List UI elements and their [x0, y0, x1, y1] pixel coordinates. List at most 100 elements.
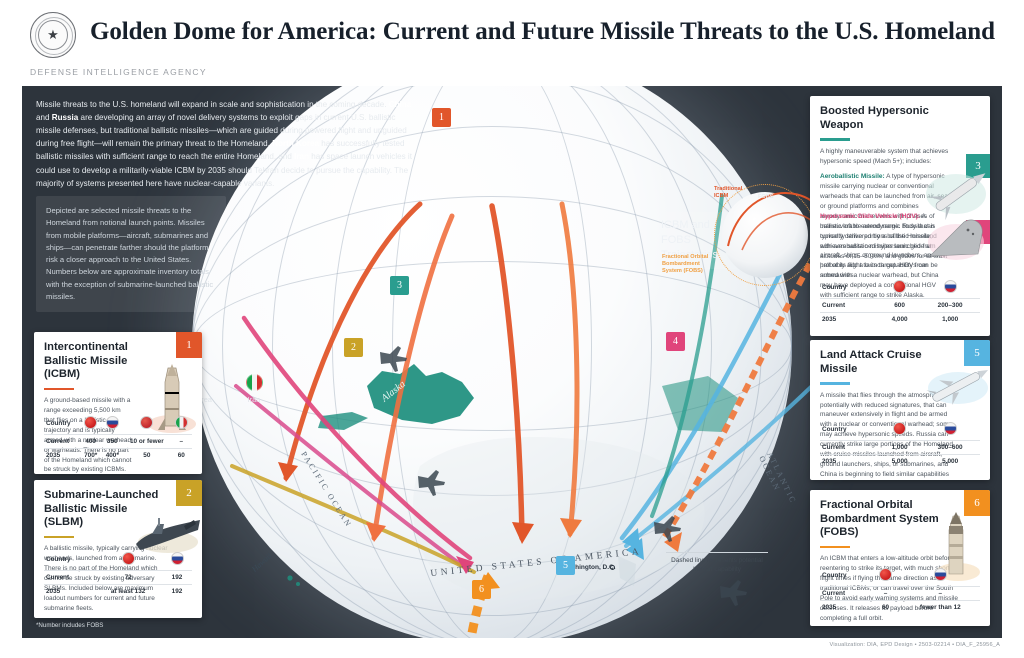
card-table-slbm: Country Current 72 192 2035 at least 132…	[44, 549, 192, 598]
card-rule-fobs	[820, 545, 850, 549]
table-row: 2035 4,000 1,000	[820, 313, 980, 327]
cell-current-china: 400	[79, 434, 102, 449]
card-fobs[interactable]: 6 Fractional Orbital Bombardment System …	[810, 490, 990, 626]
card-badge-slbm: 2	[176, 480, 202, 506]
hgv-lead: Hypersonic Glide Vehicle (HGV):	[820, 213, 921, 220]
intro-text-5: has space launch vehicles it could use t…	[36, 152, 412, 188]
card-body-aeroballistic: Aeroballistic Missile: A type of hyperso…	[810, 172, 960, 287]
table-col-country: Country	[820, 277, 879, 299]
table-row: Current – –	[820, 586, 980, 601]
cell-current-china: 600	[878, 298, 921, 313]
table-col-russia	[101, 413, 124, 435]
capital-marker-icon	[610, 565, 615, 570]
row-label-2035: 2035	[46, 588, 61, 595]
map-marker-3[interactable]: 3	[390, 276, 409, 295]
map-marker-5[interactable]: 5	[556, 556, 575, 575]
cell-current-russia: –	[900, 586, 980, 601]
row-label-current: Current	[44, 434, 80, 449]
card-rule-bhw	[820, 138, 850, 141]
table-col-russia	[920, 277, 980, 299]
table-row-header: Country	[44, 549, 192, 571]
row-label-2035: 2035	[822, 316, 837, 323]
submarine-illustration	[136, 518, 200, 553]
russia-flag-icon	[105, 416, 119, 429]
intro-text-1: Missile threats to the U.S. homeland wil…	[36, 100, 389, 109]
cell-current-russia: 300–600	[920, 440, 980, 455]
card-title-slbm: Submarine-Launched Ballistic Missile (SL…	[44, 489, 159, 529]
table-col-country: Country	[44, 413, 80, 435]
intro-text-4: has successfully tested ballistic missil…	[36, 139, 405, 162]
card-slbm[interactable]: 2 Submarine-Launched Ballistic Missile (…	[34, 480, 202, 618]
table-row-header: Country	[820, 277, 980, 299]
map-marker-6[interactable]: 6	[472, 580, 491, 599]
cell-2035-iran: 60	[177, 452, 185, 459]
card-title-bhw: Boosted Hypersonic Weapon	[820, 105, 929, 131]
map-marker-4[interactable]: 4	[666, 332, 685, 351]
cell-current-russia: 350	[101, 434, 124, 449]
cell-current-russia: 200–300	[920, 298, 980, 313]
table-row-header: Country	[820, 419, 980, 441]
china-flag-icon	[84, 416, 98, 429]
row-label-current: Current	[44, 570, 95, 585]
cell-2035-russia: 400*	[105, 452, 119, 459]
table-row-header: Country	[820, 565, 980, 587]
card-table-lacm: Country Current 1,000 300–600 2035 5,000…	[820, 419, 980, 468]
cell-current-china: 72	[94, 570, 163, 585]
row-label-2035: 2035	[822, 604, 837, 611]
inset-label-fobs-full: Fractional Orbital Bombardment System (F…	[662, 254, 709, 274]
card-rule-lacm	[820, 382, 850, 385]
aeroballistic-body: A type of hypersonic missile carrying nu…	[820, 173, 950, 280]
card-badge-fobs: 6	[964, 490, 990, 516]
card-badge-lacm: 5	[964, 340, 990, 366]
table-col-china	[79, 413, 102, 435]
cell-2035-china: 60	[881, 604, 890, 611]
map-marker-2[interactable]: 2	[344, 338, 363, 357]
table-col-china	[878, 277, 921, 299]
russia-flag-icon	[170, 552, 184, 565]
table-row: 2035 5,000 5,000	[820, 455, 980, 469]
inset-label-fobs: FOBS	[758, 194, 774, 200]
intro-bold-russia: Russia	[51, 113, 79, 123]
card-icbm[interactable]: 1 Intercontinental Ballistic Missile (IC…	[34, 332, 202, 474]
infographic-canvas: PACIFIC OCEAN ATLANTIC OCEAN UNITED STAT…	[22, 86, 1002, 638]
callout-line-iran	[666, 552, 768, 553]
legend-label-iran: Iran	[247, 395, 261, 404]
card-hypersonic-glide-vehicle[interactable]: Hypersonic Glide Vehicle (HGV): A maneuv…	[810, 212, 990, 334]
table-col-russia	[920, 419, 980, 441]
seal-outer-ring	[35, 17, 73, 55]
row-label-current: Current	[820, 298, 879, 313]
continent-shapes	[230, 194, 814, 638]
aeroballistic-missile-illustration	[926, 173, 986, 220]
cell-2035-russia: fewer than 12	[919, 604, 961, 611]
visualization-credit: Visualization: DIA, EPD Design • 2503-02…	[829, 642, 1000, 648]
table-row-header: Country	[44, 413, 192, 435]
table-col-china	[870, 565, 901, 587]
card-land-attack-cruise-missile[interactable]: 5 Land Attack Cruise Missile A missile t…	[810, 340, 990, 480]
intro-bold-north-korea: North Korea	[272, 139, 319, 149]
cell-current-russia: 192	[162, 570, 192, 585]
intro-bold-china: China	[388, 100, 412, 109]
card-badge-icbm: 1	[176, 332, 202, 358]
card-table-bhw: Country Current 600 200–300 2035 4,000 1…	[820, 277, 980, 326]
map-marker-1[interactable]: 1	[432, 108, 451, 127]
inset-label-traditional-icbm: Traditional ICBM	[714, 186, 743, 199]
china-flag-icon	[893, 422, 907, 435]
table-row: Current 1,000 300–600	[820, 440, 980, 455]
table-row: 2035 60 fewer than 12	[820, 601, 980, 615]
russia-flag-icon	[933, 568, 947, 581]
cell-2035-russia: 1,000	[942, 316, 959, 323]
row-label-current: Current	[820, 586, 871, 601]
cell-current-china: –	[870, 586, 901, 601]
iran-flag-icon	[174, 416, 188, 429]
table-col-country: Country	[820, 565, 871, 587]
russia-flag-icon	[943, 422, 957, 435]
cell-2035-russia: 5,000	[942, 458, 959, 465]
card-title-fobs: Fractional Orbital Bombardment System (F…	[820, 499, 939, 539]
card-rule-slbm	[44, 535, 74, 539]
north-korea-flag-icon	[140, 416, 154, 429]
intro-note-box: Depicted are selected missile threats to…	[36, 196, 226, 313]
table-row: 2035 700* 400* 50 60	[44, 449, 192, 463]
china-flag-icon	[893, 280, 907, 293]
row-label-2035: 2035	[46, 452, 61, 459]
card-table-icbm: Country Current 400 350 10 or fewer – 20…	[44, 413, 192, 462]
